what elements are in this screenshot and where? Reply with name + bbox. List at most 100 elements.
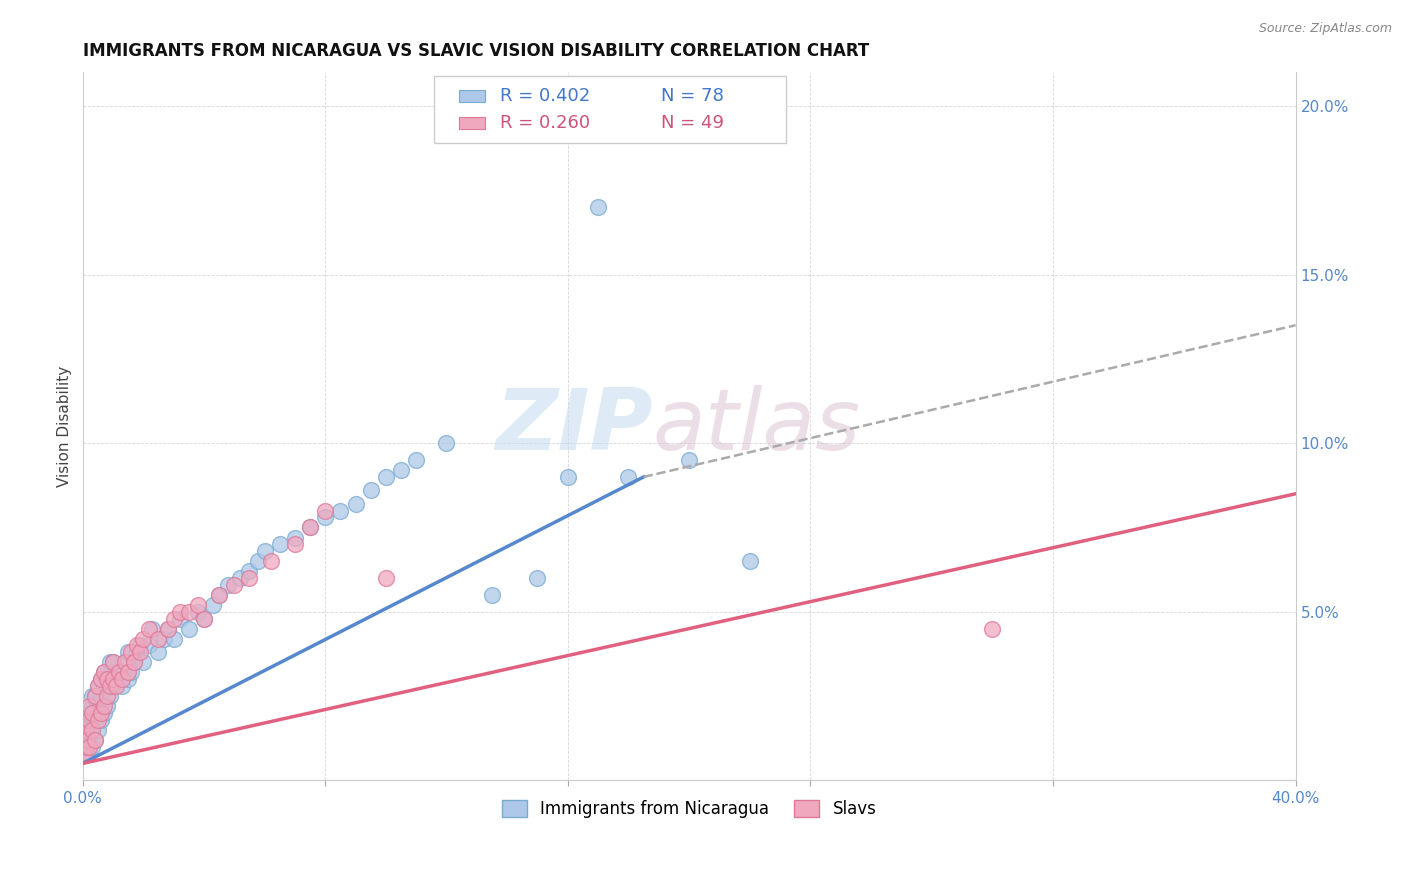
Point	[87, 713, 110, 727]
Point	[111, 672, 134, 686]
Point	[138, 622, 160, 636]
Point	[738, 554, 761, 568]
Point	[104, 672, 127, 686]
Point	[617, 470, 640, 484]
Point	[238, 571, 260, 585]
Point	[138, 639, 160, 653]
Point	[108, 665, 131, 680]
Point	[96, 672, 118, 686]
Point	[557, 470, 579, 484]
Point	[314, 503, 336, 517]
Point	[73, 739, 96, 754]
Point	[96, 699, 118, 714]
Point	[75, 747, 97, 761]
Point	[96, 672, 118, 686]
Point	[259, 554, 281, 568]
Point	[436, 436, 458, 450]
Point	[101, 672, 124, 686]
Point	[76, 739, 98, 754]
Point	[80, 713, 103, 727]
Point	[208, 588, 231, 602]
Point	[101, 656, 124, 670]
Point	[162, 611, 184, 625]
Point	[284, 537, 307, 551]
Point	[224, 578, 246, 592]
Point	[87, 679, 110, 693]
Point	[193, 611, 215, 625]
Point	[374, 470, 396, 484]
Point	[299, 520, 322, 534]
Point	[122, 656, 145, 670]
Point	[93, 665, 115, 680]
Point	[360, 483, 382, 498]
Point	[80, 689, 103, 703]
Point	[253, 544, 276, 558]
Point	[114, 656, 136, 670]
Point	[108, 665, 131, 680]
Point	[114, 656, 136, 670]
Point	[80, 699, 103, 714]
Point	[90, 672, 112, 686]
Point	[389, 463, 412, 477]
Point	[80, 739, 103, 754]
Point	[77, 732, 100, 747]
Point	[238, 564, 260, 578]
Point	[526, 571, 548, 585]
Text: Source: ZipAtlas.com: Source: ZipAtlas.com	[1258, 22, 1392, 36]
Point	[127, 645, 149, 659]
Point	[96, 689, 118, 703]
Point	[90, 713, 112, 727]
Text: ZIP: ZIP	[495, 384, 652, 468]
Legend: Immigrants from Nicaragua, Slavs: Immigrants from Nicaragua, Slavs	[495, 794, 883, 825]
Text: R = 0.402: R = 0.402	[501, 87, 591, 105]
Point	[127, 639, 149, 653]
Point	[193, 611, 215, 625]
Point	[405, 453, 427, 467]
Point	[201, 598, 224, 612]
Point	[148, 645, 170, 659]
Point	[73, 747, 96, 761]
Point	[90, 706, 112, 720]
Point	[90, 689, 112, 703]
Point	[129, 645, 152, 659]
Point	[77, 713, 100, 727]
FancyBboxPatch shape	[458, 90, 485, 103]
FancyBboxPatch shape	[458, 118, 485, 129]
Point	[120, 645, 142, 659]
Point	[187, 605, 209, 619]
Point	[77, 699, 100, 714]
Point	[111, 679, 134, 693]
Point	[98, 689, 121, 703]
Point	[132, 632, 155, 646]
Point	[981, 622, 1004, 636]
Y-axis label: Vision Disability: Vision Disability	[58, 366, 72, 487]
Point	[156, 622, 179, 636]
Text: R = 0.260: R = 0.260	[501, 114, 591, 132]
Point	[374, 571, 396, 585]
Point	[83, 689, 105, 703]
Point	[87, 679, 110, 693]
Point	[76, 713, 98, 727]
Point	[87, 723, 110, 737]
Point	[314, 510, 336, 524]
Point	[129, 639, 152, 653]
Point	[98, 656, 121, 670]
Point	[83, 732, 105, 747]
Point	[75, 723, 97, 737]
Point	[87, 706, 110, 720]
Point	[132, 656, 155, 670]
Point	[117, 665, 139, 680]
Point	[120, 665, 142, 680]
Point	[90, 672, 112, 686]
Point	[101, 679, 124, 693]
Point	[344, 497, 367, 511]
Point	[83, 689, 105, 703]
Point	[101, 656, 124, 670]
Point	[122, 656, 145, 670]
Point	[93, 665, 115, 680]
Point	[169, 605, 191, 619]
Point	[77, 706, 100, 720]
Point	[169, 611, 191, 625]
Point	[269, 537, 291, 551]
Point	[80, 706, 103, 720]
